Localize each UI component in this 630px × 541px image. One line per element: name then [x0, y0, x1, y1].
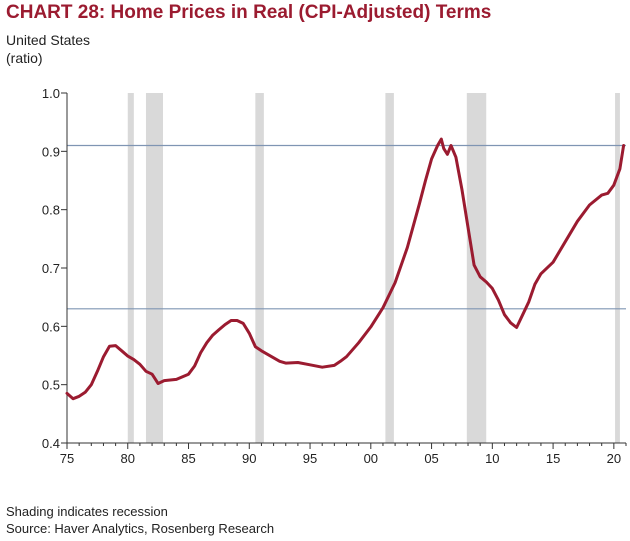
reference-lines	[67, 144, 626, 310]
series-group	[65, 137, 626, 401]
x-tick-label: 85	[181, 451, 195, 466]
chart-subtitle: United States (ratio)	[6, 31, 90, 67]
x-tick-label: 95	[303, 451, 317, 466]
recession-bar-0	[127, 93, 134, 443]
y-tick-label: 0.7	[42, 261, 60, 276]
y-tick-label: 1.0	[42, 86, 60, 101]
chart-title: CHART 28: Home Prices in Real (CPI-Adjus…	[6, 2, 492, 23]
y-tick-label: 0.4	[42, 436, 60, 451]
x-tick-label: 05	[424, 451, 438, 466]
recession-bar-3	[385, 93, 394, 443]
recession-bar-2	[255, 93, 264, 443]
recession-bar-5	[615, 93, 620, 443]
shading-note: Shading indicates recession	[6, 504, 168, 519]
x-tick-label: 90	[242, 451, 256, 466]
x-tick-label: 10	[485, 451, 499, 466]
subtitle-unit: (ratio)	[6, 50, 43, 66]
x-tick-label: 75	[60, 451, 74, 466]
x-tick-label: 80	[121, 451, 135, 466]
x-tick-label: 15	[546, 451, 560, 466]
axes: 0.4 0.5 0.6 0.7 0.8 0.9 1.0 75 80 85 90 95 00 05 10 15 2…	[42, 86, 627, 466]
series-line-0	[65, 137, 626, 401]
x-tick-label: 00	[364, 451, 378, 466]
recession-bar-1	[145, 93, 164, 443]
y-tick-label: 0.5	[42, 378, 60, 393]
subtitle-country: United States	[6, 32, 91, 48]
recession-shading	[127, 93, 620, 443]
y-tick-label: 0.9	[42, 144, 60, 159]
source-note: Source: Haver Analytics, Rosenberg Resea…	[6, 521, 275, 536]
y-tick-label: 0.8	[42, 203, 60, 218]
chart-footer: Shading indicates recession Source: Have…	[6, 503, 274, 537]
y-tick-label: 0.6	[42, 319, 60, 334]
x-tick-label: 20	[607, 451, 621, 466]
